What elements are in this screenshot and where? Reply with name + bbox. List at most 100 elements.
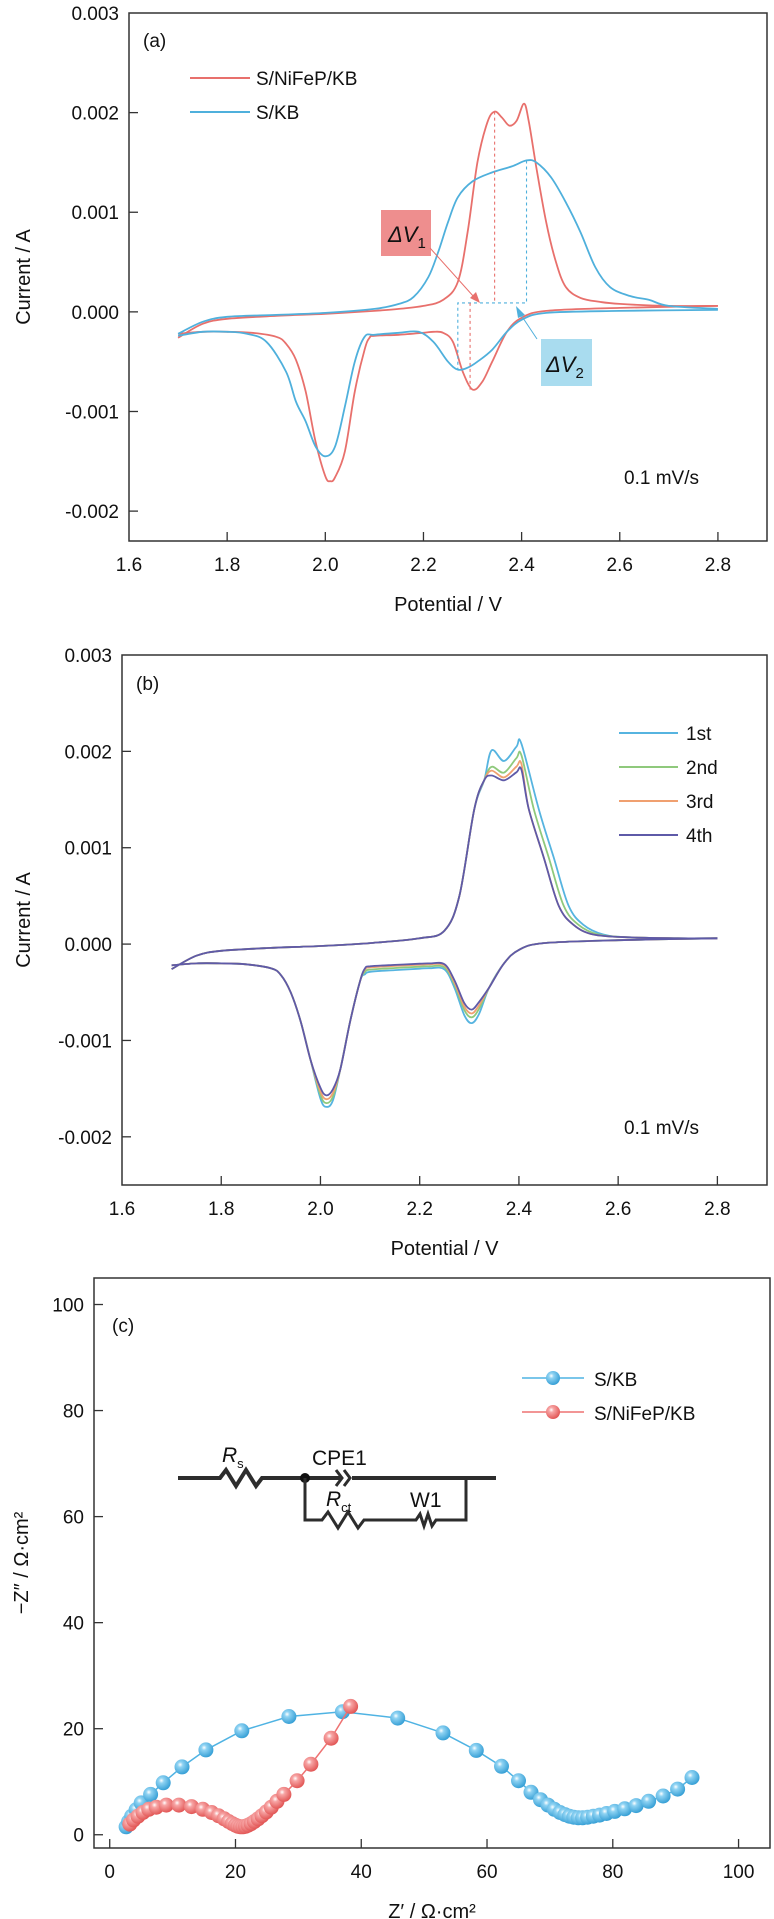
series-s-kb-point bbox=[174, 1759, 190, 1775]
cpe-element-icon bbox=[334, 1469, 352, 1487]
legend-marker-s-kb bbox=[546, 1371, 560, 1385]
series-s-kb-point bbox=[468, 1742, 484, 1758]
legend-label-s-nifep-kb: S/NiFeP/KB bbox=[256, 69, 357, 90]
panel-a-plot-area bbox=[177, 102, 718, 483]
series-cycle-4th-cathodic-line bbox=[171, 937, 718, 1097]
panel-c-ylabel: −Z″ / Ω·cm² bbox=[11, 1511, 33, 1614]
panel-c: 0 20 40 60 80 100 0 20 40 60 80 100 Z′ / Ω·cm² −Z″ / … bbox=[11, 1277, 771, 1919]
panel-b-xtick-label: 2.4 bbox=[506, 1199, 533, 1220]
series-s-nifep-kb-cathodic-line bbox=[178, 305, 718, 483]
panel-b-frame bbox=[121, 654, 768, 1186]
panel-a-ytick-label: -0.001 bbox=[65, 402, 119, 423]
series-s-kb-point bbox=[198, 1742, 214, 1758]
series-s-kb-anodic-line bbox=[177, 159, 718, 335]
legend-label-s-kb: S/KB bbox=[256, 103, 299, 124]
panel-b-xtick-label: 2.8 bbox=[704, 1199, 730, 1220]
series-s-kb-point bbox=[511, 1773, 526, 1789]
series-s-kb-point bbox=[641, 1793, 657, 1809]
panel-c-xtick-label: 80 bbox=[602, 1862, 623, 1883]
panel-a-axes: 1.6 1.8 2.0 2.2 2.4 2.6 2.8 -0.002 -0.001 0.000 0.… bbox=[13, 4, 731, 616]
circuit-label-w1: W1 bbox=[410, 1489, 442, 1512]
series-cycle-2nd-cathodic-line bbox=[171, 937, 718, 1105]
series-s-kb-point bbox=[684, 1770, 700, 1785]
panel-b-ytick-label: 0.002 bbox=[64, 742, 112, 763]
panel-b-xlabel: Potential / V bbox=[391, 1238, 500, 1260]
panel-a-xtick-label: 2.8 bbox=[705, 555, 731, 576]
circuit-label-cpe1: CPE1 bbox=[312, 1447, 367, 1470]
series-s-nifep-kb-point bbox=[158, 1797, 174, 1813]
delta-v1-arrow bbox=[429, 247, 475, 298]
panel-a-xtick-label: 2.2 bbox=[410, 555, 436, 576]
series-cycle-3rd-cathodic-line bbox=[171, 937, 718, 1101]
panel-a-ytick-label: 0.001 bbox=[71, 203, 119, 224]
panel-b-ytick-label: -0.001 bbox=[58, 1031, 112, 1052]
resistor-rs-icon bbox=[218, 1467, 264, 1489]
delta-v2-text: ΔV2 bbox=[545, 352, 584, 382]
series-cycle-1st-anodic-line bbox=[171, 738, 718, 970]
equivalent-circuit-inset: Rs CPE1 Rct W1 bbox=[176, 1444, 496, 1534]
delta-v2-arrow bbox=[520, 314, 538, 340]
panel-a-legend: S/NiFeP/KB S/KB bbox=[190, 69, 357, 124]
legend-label-cycle-1st: 1st bbox=[686, 724, 712, 745]
circuit-label-rct: Rct bbox=[326, 1488, 352, 1515]
series-s-kb-point bbox=[628, 1798, 644, 1814]
panel-a-ylabel: Current / A bbox=[13, 229, 35, 325]
legend-label-s-nifep-kb-eis: S/NiFeP/KB bbox=[594, 1404, 695, 1425]
legend-label-s-kb-eis: S/KB bbox=[594, 1370, 637, 1391]
guide-peaks-s-kb bbox=[457, 160, 528, 370]
panel-c-xlabel: Z′ / Ω·cm² bbox=[388, 1901, 476, 1919]
series-s-kb-point bbox=[143, 1786, 159, 1802]
panel-b-axes: 1.6 1.8 2.0 2.2 2.4 2.6 2.8 -0.002 -0.001 0.000 0.… bbox=[13, 646, 731, 1260]
panel-a: 1.6 1.8 2.0 2.2 2.4 2.6 2.8 -0.002 -0.001 0.000 0.… bbox=[13, 4, 768, 616]
panel-b-ytick-label: -0.002 bbox=[58, 1128, 112, 1149]
panel-b-legend: 1st 2nd 3rd 4th bbox=[619, 724, 718, 847]
series-s-kb-point bbox=[494, 1758, 509, 1774]
series-s-nifep-kb-point bbox=[171, 1797, 187, 1813]
panel-c-xtick-label: 100 bbox=[723, 1862, 755, 1883]
panel-c-legend: S/KB S/NiFeP/KB bbox=[522, 1370, 695, 1425]
circuit-label-rs: Rs bbox=[222, 1444, 244, 1471]
series-s-nifep-kb-point bbox=[276, 1786, 292, 1802]
panel-b-plot-area bbox=[171, 738, 718, 1108]
panel-b-xtick-label: 2.2 bbox=[406, 1199, 432, 1220]
panel-a-xtick-label: 2.0 bbox=[312, 555, 338, 576]
series-s-kb-point bbox=[655, 1788, 671, 1804]
panel-c-xtick-label: 60 bbox=[476, 1862, 497, 1883]
panel-b-scan-rate: 0.1 mV/s bbox=[624, 1118, 699, 1139]
series-s-kb-point bbox=[155, 1775, 171, 1791]
series-s-kb-point bbox=[670, 1781, 686, 1797]
panel-a-xlabel: Potential / V bbox=[394, 594, 503, 616]
panel-c-xtick-label: 0 bbox=[104, 1862, 115, 1883]
series-s-kb-point bbox=[390, 1710, 406, 1726]
panel-b-xtick-label: 2.6 bbox=[605, 1199, 631, 1220]
series-s-nifep-kb-point bbox=[323, 1730, 339, 1746]
legend-label-cycle-3rd: 3rd bbox=[686, 792, 713, 813]
series-s-nifep-kb-point bbox=[289, 1773, 305, 1789]
panel-b-ytick-label: 0.003 bbox=[64, 646, 112, 667]
panel-a-xtick-label: 2.4 bbox=[508, 555, 535, 576]
legend-marker-s-nifep-kb bbox=[546, 1405, 560, 1419]
circuit-lower-branch bbox=[303, 1478, 468, 1531]
delta-v2-annotation: ΔV2 bbox=[516, 306, 592, 386]
panel-a-ytick-label: 0.000 bbox=[71, 303, 119, 324]
series-s-kb-point bbox=[435, 1725, 451, 1741]
delta-v1-text: ΔV1 bbox=[387, 222, 426, 252]
panel-a-ytick-label: 0.003 bbox=[71, 4, 119, 25]
series-cycle-4th-anodic-line bbox=[171, 766, 718, 970]
panel-c-ytick-label: 40 bbox=[63, 1614, 84, 1635]
panel-b-xtick-label: 2.0 bbox=[307, 1199, 333, 1220]
series-s-nifep-kb-point bbox=[303, 1756, 319, 1772]
panel-c-ytick-label: 20 bbox=[63, 1720, 84, 1741]
series-s-kb-cathodic-line bbox=[177, 309, 718, 458]
legend-label-cycle-4th: 4th bbox=[686, 826, 712, 847]
delta-v1-box bbox=[381, 210, 431, 256]
panel-b-label: (b) bbox=[136, 674, 159, 695]
panel-c-xtick-label: 20 bbox=[225, 1862, 246, 1883]
series-s-nifep-kb-anodic-line bbox=[177, 102, 718, 339]
panel-a-xtick-label: 1.8 bbox=[214, 555, 240, 576]
panel-b: 1.6 1.8 2.0 2.2 2.4 2.6 2.8 -0.002 -0.001 0.000 0.… bbox=[13, 646, 768, 1260]
panel-a-xtick-label: 1.6 bbox=[116, 555, 142, 576]
panel-c-ytick-label: 0 bbox=[73, 1826, 84, 1847]
delta-v1-annotation: ΔV1 bbox=[381, 210, 480, 303]
